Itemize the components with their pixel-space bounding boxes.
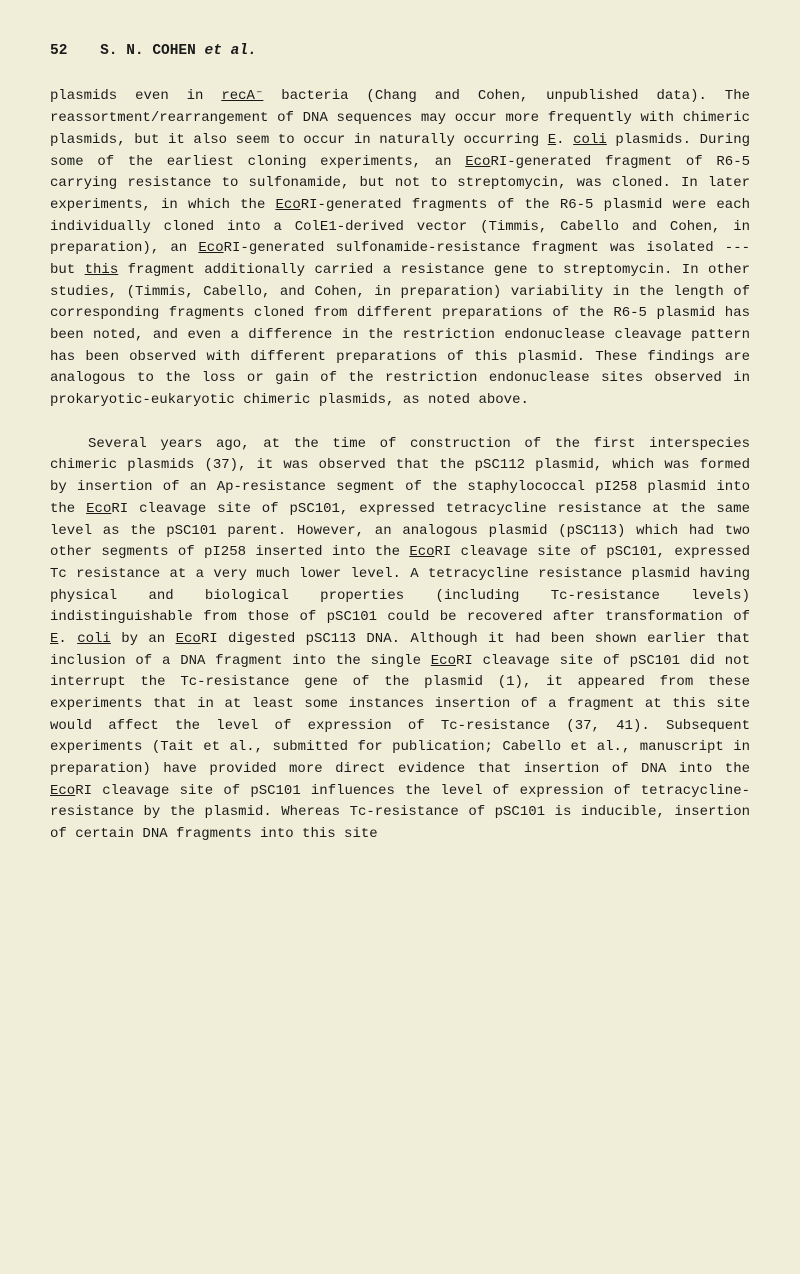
- term-eco-8: Eco: [50, 783, 75, 799]
- paragraph-2: Several years ago, at the time of constr…: [50, 434, 750, 846]
- term-eco-7: Eco: [431, 653, 456, 669]
- term-this: this: [85, 262, 119, 278]
- term-eco-1: Eco: [465, 154, 490, 170]
- term-E: E: [548, 132, 556, 148]
- authors: S. N. COHEN: [100, 43, 204, 59]
- term-eco-4: Eco: [86, 501, 111, 517]
- term-eco-6: Eco: [176, 631, 201, 647]
- term-coli-2: coli: [77, 631, 111, 647]
- et-al: et al.: [205, 43, 257, 59]
- term-eco-3: Eco: [198, 240, 223, 256]
- term-recA: recA⁻: [221, 88, 263, 104]
- term-eco-5: Eco: [409, 544, 434, 560]
- term-eco-2: Eco: [276, 197, 301, 213]
- page-number: 52: [50, 43, 67, 59]
- paragraph-1: plasmids even in recA⁻ bacteria (Chang a…: [50, 86, 750, 411]
- term-coli: coli: [573, 132, 607, 148]
- page-header: 52 S. N. COHEN et al.: [50, 40, 750, 62]
